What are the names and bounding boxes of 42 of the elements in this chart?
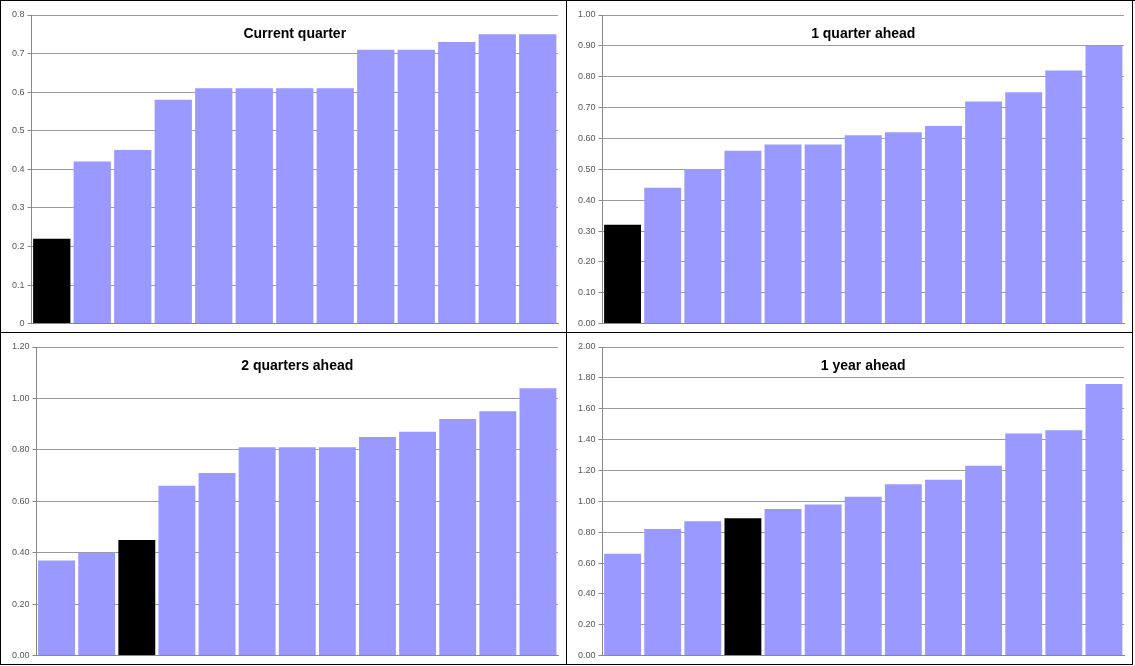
y-tick-label: 1.60 xyxy=(577,403,596,414)
y-tick-label: 0.60 xyxy=(577,557,596,568)
y-tick-label: 1.20 xyxy=(11,341,30,352)
y-tick-label: 0.50 xyxy=(577,163,596,174)
y-tick-label: 0.6 xyxy=(12,86,25,97)
y-tick-label: 0.60 xyxy=(11,495,30,506)
y-tick-label: 0.80 xyxy=(577,71,596,82)
y-tick-label: 0.20 xyxy=(11,598,30,609)
y-tick-label: 0.90 xyxy=(577,40,596,51)
y-tick-label: 1.00 xyxy=(577,9,596,20)
y-tick-label: 0.00 xyxy=(11,650,30,661)
y-tick-label: 0.00 xyxy=(577,650,596,661)
y-tick-label: 0.5 xyxy=(12,125,25,136)
y-tick-label: 0 xyxy=(19,318,25,329)
text: 2 quarters ahead xyxy=(241,356,354,373)
y-tick-label: 2.00 xyxy=(577,341,596,352)
text: 1 year ahead xyxy=(820,356,906,373)
y-tick-label: 0.8 xyxy=(12,9,25,20)
y-tick-label: 0.80 xyxy=(577,526,596,537)
y-tick-label: 0.40 xyxy=(577,588,596,599)
y-tick-label: 0.40 xyxy=(11,547,30,558)
y-tick-label: 0.3 xyxy=(12,202,25,213)
y-tick-label: 0.20 xyxy=(577,619,596,630)
y-tick-label: 0.2 xyxy=(12,240,25,251)
y-tick-label: 0.80 xyxy=(11,444,30,455)
y-tick-label: 1.40 xyxy=(577,434,596,445)
y-tick-label: 0.1 xyxy=(12,279,25,290)
y-tick-label: 0.00 xyxy=(577,318,596,329)
y-tick-label: 1.00 xyxy=(11,392,30,403)
y-tick-label: 0.4 xyxy=(12,163,25,174)
y-tick-label: 1.80 xyxy=(577,372,596,383)
y-tick-label: 0.7 xyxy=(12,48,25,59)
text: 1 quarter ahead xyxy=(811,24,916,41)
y-tick-label: 0.40 xyxy=(577,194,596,205)
text: Current quarter xyxy=(243,24,347,41)
y-tick-label: 0.60 xyxy=(577,132,596,143)
y-tick-label: 0.20 xyxy=(577,256,596,267)
y-tick-label: 1.20 xyxy=(577,464,596,475)
y-tick-label: 1.00 xyxy=(577,495,596,506)
y-tick-label: 0.30 xyxy=(577,225,596,236)
y-tick-label: 0.10 xyxy=(577,287,596,298)
y-tick-label: 0.70 xyxy=(577,102,596,113)
